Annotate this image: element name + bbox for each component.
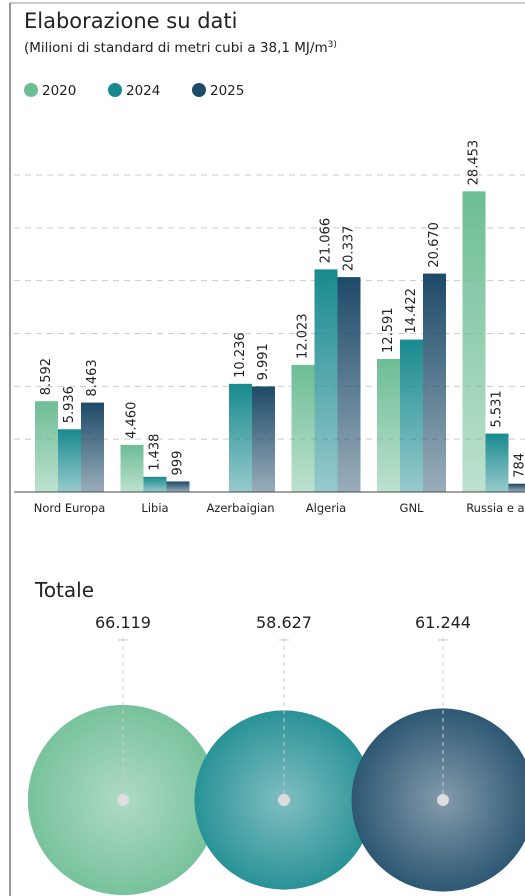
- bar: [35, 401, 58, 492]
- bar: [58, 429, 81, 492]
- bar: [314, 269, 338, 492]
- bubble-value: 66.119: [95, 613, 151, 632]
- x-tick-label: Nord Europa: [34, 501, 106, 515]
- bubble-title: Totale: [34, 578, 94, 602]
- legend-swatch: [192, 83, 206, 97]
- value-label: 4.460: [125, 402, 140, 439]
- value-label: 12.023: [296, 313, 311, 359]
- value-label: 8.592: [39, 358, 54, 395]
- value-label: 5.936: [62, 386, 77, 423]
- legend-label: 2025: [210, 83, 244, 99]
- legend-swatch: [108, 83, 122, 97]
- bar: [291, 364, 315, 492]
- bar: [166, 481, 190, 492]
- legend-swatch: [24, 83, 38, 97]
- value-label: 20.670: [427, 222, 442, 268]
- bar: [462, 191, 486, 493]
- value-label: 5.531: [490, 390, 505, 427]
- value-label: 21.066: [319, 218, 334, 264]
- value-label: 1.438: [148, 434, 163, 471]
- subtitle-sup: 3): [328, 40, 337, 50]
- bubble-dot: [117, 794, 129, 806]
- bar: [252, 386, 275, 492]
- x-tick-label: Libia: [141, 501, 168, 515]
- x-tick-label: GNL: [400, 501, 425, 515]
- legend-label: 2020: [42, 83, 76, 99]
- bar: [229, 383, 252, 492]
- value-label: 14.422: [404, 288, 419, 334]
- page-title: Elaborazione su dati: [24, 9, 237, 33]
- value-label: 784: [513, 453, 525, 478]
- subtitle: (Milioni di standard di metri cubi a 38,…: [24, 40, 337, 56]
- bar: [377, 358, 400, 492]
- value-label: 8.463: [85, 359, 100, 396]
- legend-label: 2024: [126, 83, 160, 99]
- value-label: 28.453: [467, 140, 482, 186]
- bar: [423, 273, 446, 492]
- x-tick-label: Russia e al: [466, 501, 525, 515]
- bar: [81, 402, 104, 492]
- bar: [400, 339, 423, 492]
- value-label: 10.236: [233, 332, 248, 378]
- x-tick-label: Azerbaigian: [206, 501, 274, 515]
- value-label: 999: [171, 451, 186, 476]
- bar: [120, 444, 144, 492]
- subtitle-text: (Milioni di standard di metri cubi a 38,…: [24, 40, 328, 56]
- bar: [337, 277, 361, 492]
- bubble-dot: [278, 794, 290, 806]
- x-tick-label: Algeria: [306, 501, 346, 515]
- bar: [143, 476, 167, 492]
- value-label: 9.991: [256, 343, 271, 380]
- bubble-value: 58.627: [256, 613, 312, 632]
- value-label: 20.337: [342, 226, 357, 272]
- bubble-value: 61.244: [415, 613, 471, 632]
- value-label: 12.591: [381, 307, 396, 353]
- bar: [485, 433, 509, 492]
- bubble-dot: [437, 794, 449, 806]
- bar: [508, 483, 525, 492]
